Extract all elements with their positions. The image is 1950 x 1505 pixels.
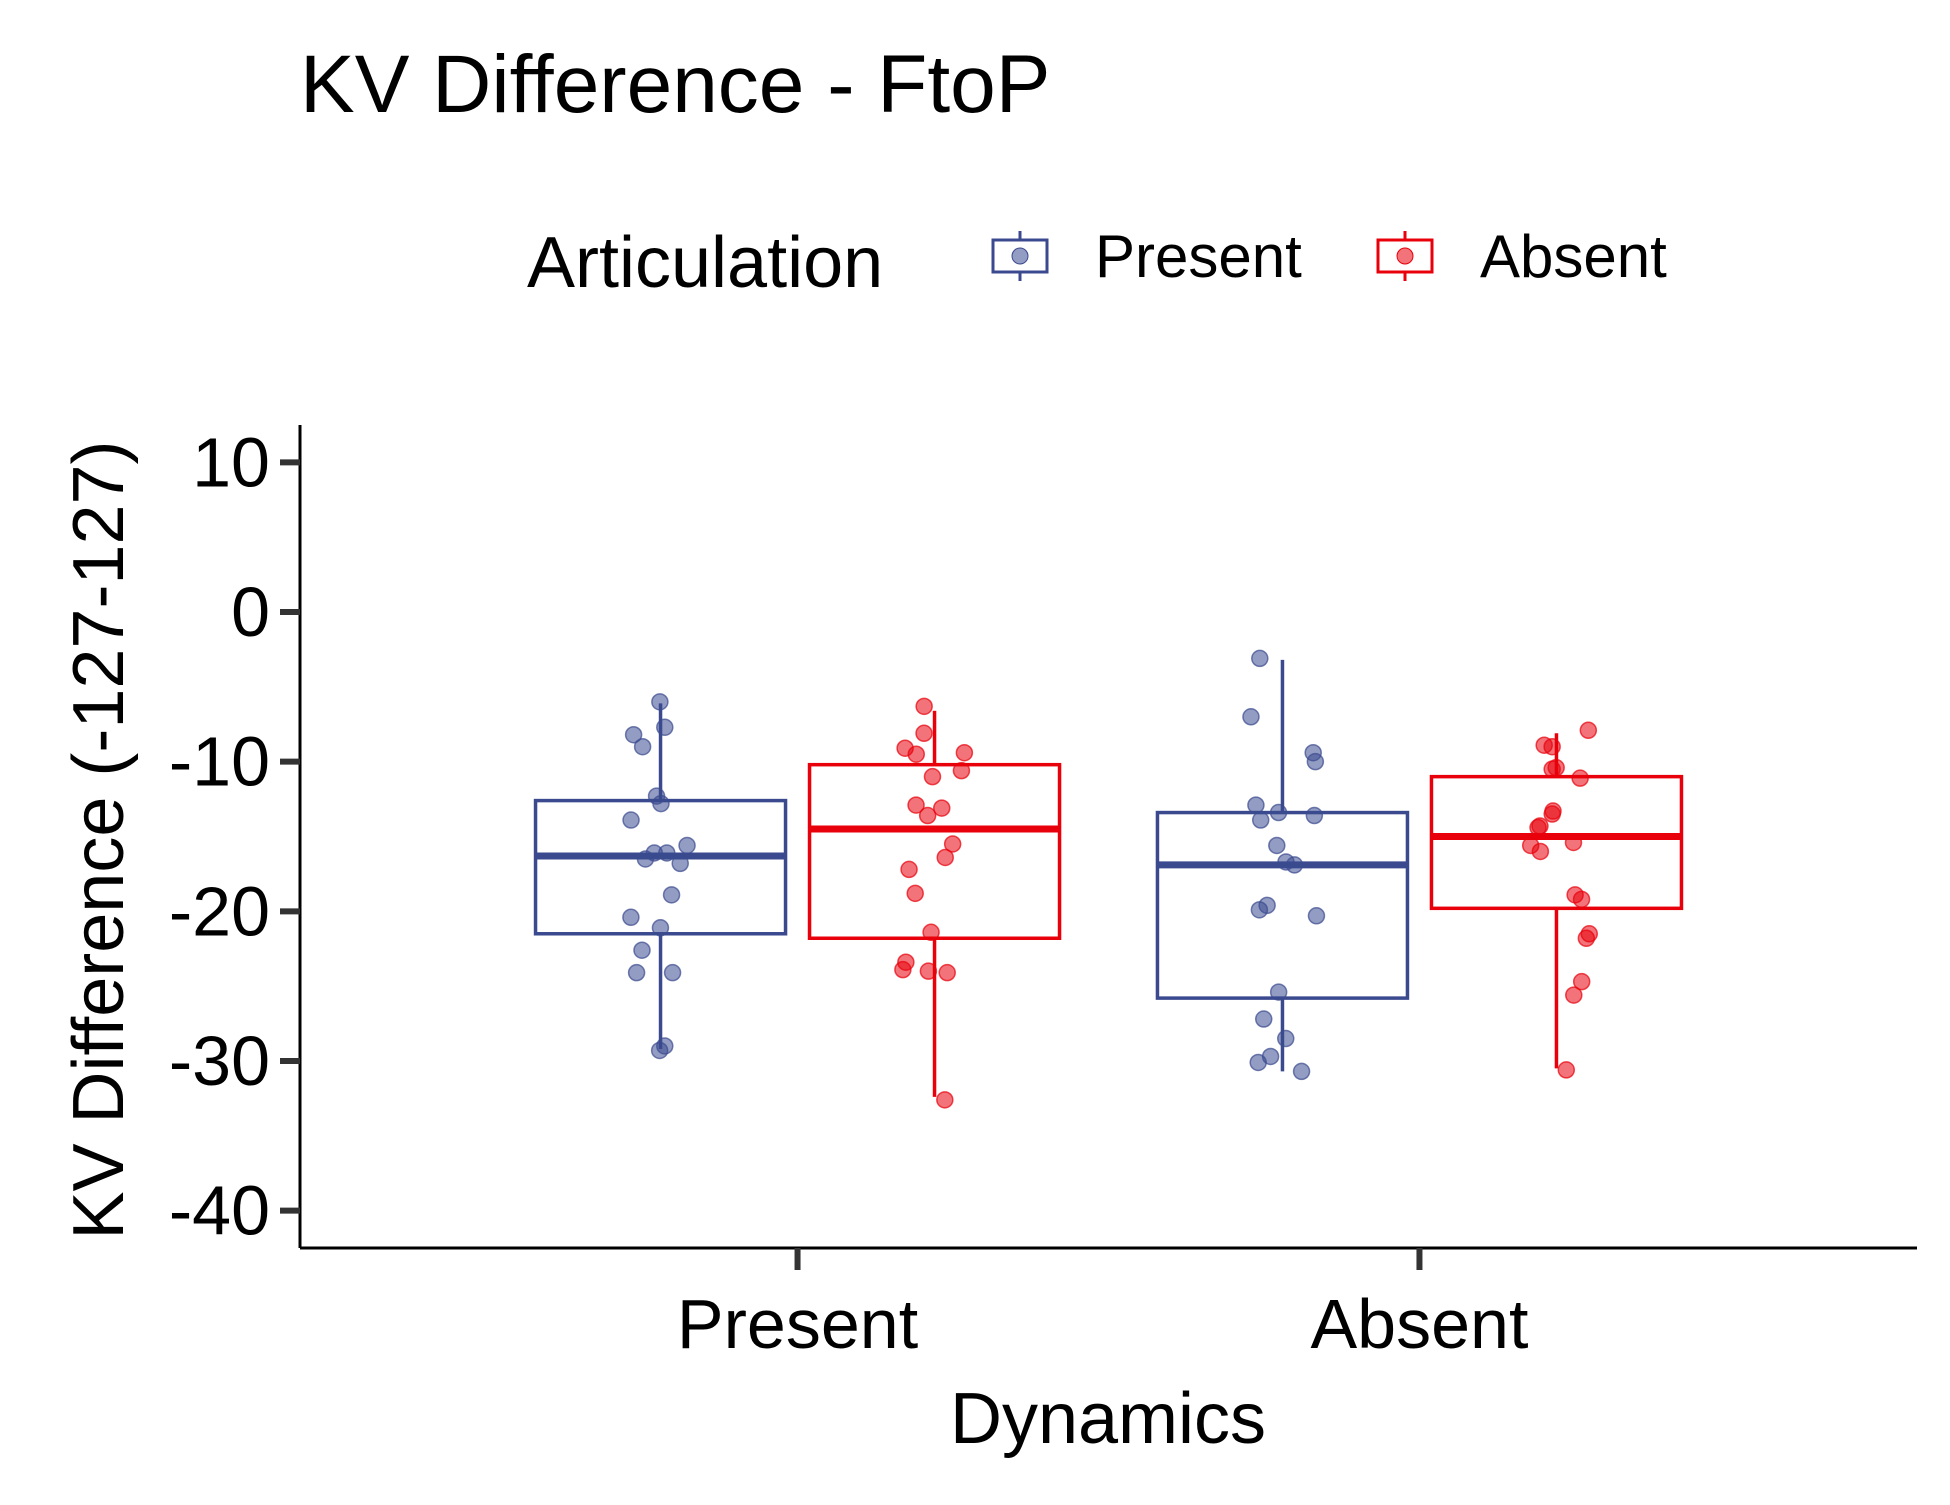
data-point (636, 850, 655, 868)
data-point (1247, 796, 1265, 814)
data-point (936, 848, 954, 867)
legend-point (1011, 247, 1029, 265)
data-point (907, 745, 925, 763)
box-iqr (807, 762, 1062, 941)
data-point (1269, 983, 1288, 1001)
data-point (1292, 1062, 1311, 1081)
data-point (1579, 721, 1598, 740)
data-point (1242, 708, 1260, 726)
y-tick-label: 10 (192, 423, 270, 501)
data-point (915, 697, 933, 716)
data-point (622, 908, 640, 927)
data-point (907, 796, 925, 814)
data-point (633, 941, 651, 959)
data-point (1305, 806, 1324, 825)
data-point (651, 919, 670, 937)
y-tick-label: -20 (169, 872, 270, 950)
data-point (633, 737, 652, 756)
y-tick-label: -40 (169, 1172, 270, 1250)
data-point (1543, 760, 1561, 778)
data-point (918, 806, 937, 825)
data-point (1254, 1010, 1273, 1028)
data-point (1269, 803, 1288, 822)
chart-title: KV Difference - FtoP (300, 39, 1050, 130)
data-point (923, 767, 942, 786)
data-point (1564, 833, 1583, 852)
data-point (1250, 901, 1269, 919)
data-point (1572, 972, 1591, 991)
data-point (955, 743, 974, 762)
data-point (943, 835, 962, 853)
data-point (1572, 890, 1591, 909)
data-point (622, 811, 640, 829)
data-point (651, 693, 669, 711)
y-tick-label: -30 (169, 1022, 270, 1100)
data-point (1268, 836, 1286, 855)
data-point (952, 761, 971, 780)
data-point (1277, 1029, 1295, 1048)
data-point (656, 718, 674, 737)
x-axis-label: Dynamics (950, 1379, 1266, 1459)
data-point (1557, 1061, 1576, 1079)
box-present-present (533, 703, 788, 1049)
data-point (894, 960, 912, 979)
data-point (938, 963, 956, 982)
legend-label: Absent (1480, 223, 1667, 290)
legend-title: Articulation (527, 223, 883, 303)
data-point (671, 854, 689, 873)
data-point (1251, 811, 1270, 829)
data-point (1543, 737, 1561, 756)
data-point (650, 1041, 669, 1060)
x-tick-label: Absent (1310, 1285, 1528, 1363)
box-absent-absent (1429, 733, 1684, 1069)
data-point (627, 963, 646, 982)
data-point (906, 884, 924, 903)
data-point (1543, 805, 1561, 823)
data-point (662, 886, 681, 904)
x-tick-label: Present (677, 1285, 918, 1363)
data-point (1577, 929, 1596, 948)
y-tick-label: 0 (231, 573, 270, 651)
y-axis-label: KV Difference (-127-127) (59, 440, 139, 1239)
data-point (678, 836, 696, 855)
data-point (624, 725, 643, 744)
data-point (1565, 986, 1583, 1004)
data-point (1531, 842, 1550, 861)
legend-key-present: Present (991, 223, 1302, 290)
legend-point (1396, 247, 1414, 265)
data-point (663, 963, 682, 982)
data-point (1285, 856, 1304, 874)
data-point (922, 923, 940, 942)
legend-label: Present (1095, 223, 1302, 290)
data-point (1306, 752, 1325, 771)
data-point (900, 860, 918, 879)
data-point (1529, 818, 1547, 837)
box-iqr (533, 798, 788, 936)
data-point (652, 794, 670, 813)
data-point (1571, 769, 1589, 787)
data-point (1251, 649, 1269, 668)
data-point (1307, 907, 1326, 925)
legend: Articulation Present Absent (527, 223, 1667, 303)
y-tick-label: -10 (169, 723, 270, 801)
data-point (932, 799, 951, 817)
data-point (1249, 1053, 1267, 1072)
data-point (919, 962, 938, 980)
data-point (936, 1091, 954, 1109)
box-iqr (1429, 774, 1684, 911)
data-point (915, 724, 933, 743)
legend-key-absent: Absent (1376, 223, 1667, 290)
